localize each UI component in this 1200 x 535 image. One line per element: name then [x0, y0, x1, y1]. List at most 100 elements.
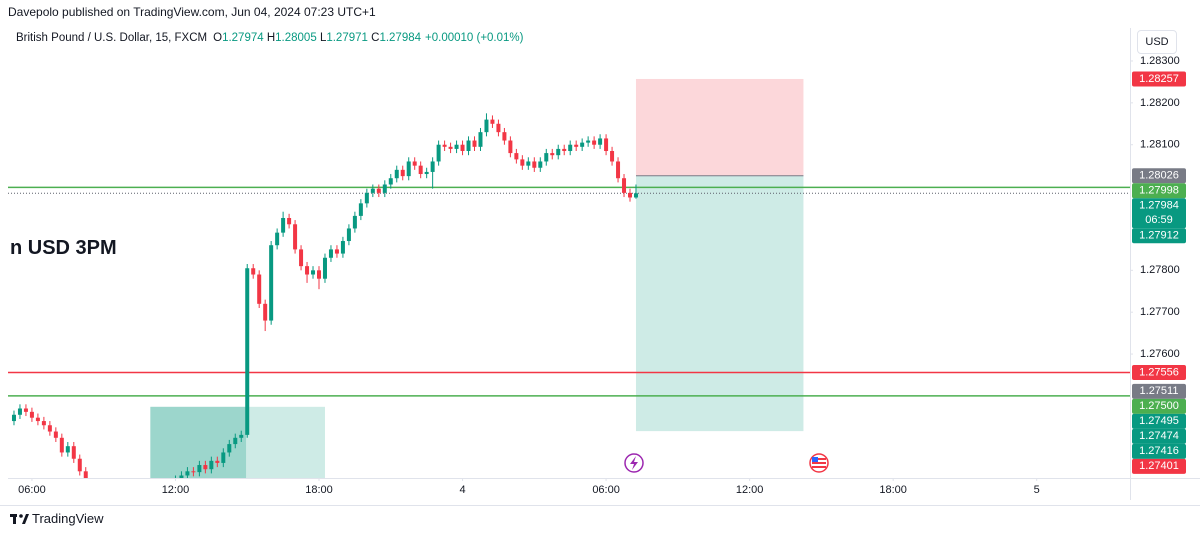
publisher-line: Davepolo published on TradingView.com, J…: [8, 5, 376, 19]
y-tick-label: 1.27600: [1140, 348, 1180, 360]
x-tick-label: 5: [1034, 484, 1040, 496]
price-label-box: [1132, 443, 1186, 459]
legend: British Pound / U.S. Dollar, 15, FXCM O1…: [16, 32, 523, 44]
candle-body: [346, 228, 351, 242]
candle-body: [604, 138, 609, 152]
range-box: [150, 406, 325, 478]
candle-body: [418, 165, 423, 175]
y-tick-label: 1.28200: [1140, 97, 1180, 109]
candle-body: [23, 408, 28, 412]
ohlc-key: L: [319, 32, 327, 44]
brand-logo: [10, 514, 29, 524]
price-label-box: [1132, 71, 1186, 87]
candle-body: [502, 132, 507, 141]
candle-body: [191, 471, 196, 473]
price-label: 1.27984: [1139, 200, 1179, 212]
candle-body: [132, 513, 136, 517]
ohlc-value: 1.27974: [222, 32, 264, 44]
candle-body: [281, 217, 286, 233]
candle-body: [520, 159, 525, 166]
price-label: 1.27495: [1139, 415, 1179, 427]
candle-body: [90, 484, 94, 492]
annotation: n USD 3PM: [10, 237, 117, 259]
candle-body: [568, 144, 573, 152]
candle-body: [592, 140, 597, 145]
price-label-box: [1132, 364, 1186, 380]
candle-body: [108, 496, 112, 504]
x-tick-label: 18:00: [879, 484, 907, 496]
candle-body: [179, 475, 184, 478]
candle-body: [215, 460, 220, 463]
x-tick-label: 4: [459, 484, 465, 496]
ohlc-value: 1.28005: [275, 32, 317, 44]
candle-body: [394, 169, 399, 179]
y-tick-label: 1.27700: [1140, 306, 1180, 318]
candle-body: [412, 161, 417, 166]
candle-body: [245, 268, 250, 435]
candle-body: [239, 434, 244, 438]
candle-body: [466, 140, 471, 152]
candle-body: [257, 274, 262, 304]
candle-body: [126, 503, 130, 513]
candle-body: [287, 217, 292, 225]
candle-body: [358, 203, 363, 216]
y-tick-label: 1.28300: [1140, 55, 1180, 67]
candle-body: [71, 446, 76, 459]
symbol: British Pound / U.S. Dollar, 15, FXCM: [16, 32, 208, 44]
candle-body: [556, 148, 561, 156]
x-tick-label: 06:00: [18, 484, 46, 496]
candle-body: [227, 444, 232, 453]
candle-body: [77, 458, 82, 472]
candle-body: [484, 119, 489, 133]
drawings: [150, 78, 804, 478]
price-label: 1.27500: [1139, 400, 1179, 412]
candle-body: [263, 303, 268, 321]
candle-body: [496, 123, 501, 133]
candle-body: [460, 144, 465, 152]
currency-button[interactable]: USD: [1137, 30, 1177, 54]
candle-body: [490, 119, 495, 124]
price-label: 1.27416: [1139, 445, 1179, 457]
candle-body: [299, 249, 304, 267]
x-tick-label: 12:00: [162, 484, 190, 496]
candle-body: [209, 460, 214, 470]
price-label: 1.28026: [1139, 170, 1179, 182]
candle-body: [305, 266, 310, 275]
candle-body: [628, 192, 633, 198]
axes: 06:00 12:00 18:00 4 06:00 12:00 18:00 5 1.28300 1…: [18, 55, 1180, 496]
price-label-box: [1132, 428, 1186, 444]
candle-body: [197, 465, 202, 473]
candle-body: [96, 492, 100, 498]
stop-zone: [635, 78, 804, 176]
candle-body: [382, 184, 387, 193]
price-label-box: [1132, 413, 1186, 429]
candle-body: [580, 142, 585, 147]
candle-body: [83, 471, 88, 478]
target-zone: [635, 175, 804, 432]
price-label-box: [1132, 398, 1186, 414]
candle-body: [633, 193, 638, 198]
candle-body: [185, 471, 190, 476]
candle-body: [472, 140, 477, 147]
candle-body: [59, 437, 64, 453]
candle-body: [448, 146, 453, 149]
price-label: 1.27998: [1139, 185, 1179, 197]
candle-body: [317, 270, 322, 279]
candle-body: [538, 161, 543, 168]
candle-body: [526, 161, 531, 166]
ohlc-value: 1.27971: [326, 32, 368, 44]
us-flag-icon: [809, 453, 829, 473]
candle-body: [340, 241, 345, 254]
candle-body: [138, 507, 142, 517]
candle-body: [388, 178, 393, 185]
ohlc: O1.27974 H1.28005 L1.27971 C1.27984: [213, 32, 421, 44]
x-tick-label: 12:00: [736, 484, 764, 496]
countdown: 06:59: [1145, 214, 1173, 226]
candle-body: [622, 178, 627, 193]
candle-body: [400, 169, 405, 177]
candle-body: [156, 494, 160, 504]
candles: [11, 113, 638, 517]
candle-body: [29, 411, 34, 418]
y-tick-label: 1.27800: [1140, 264, 1180, 276]
